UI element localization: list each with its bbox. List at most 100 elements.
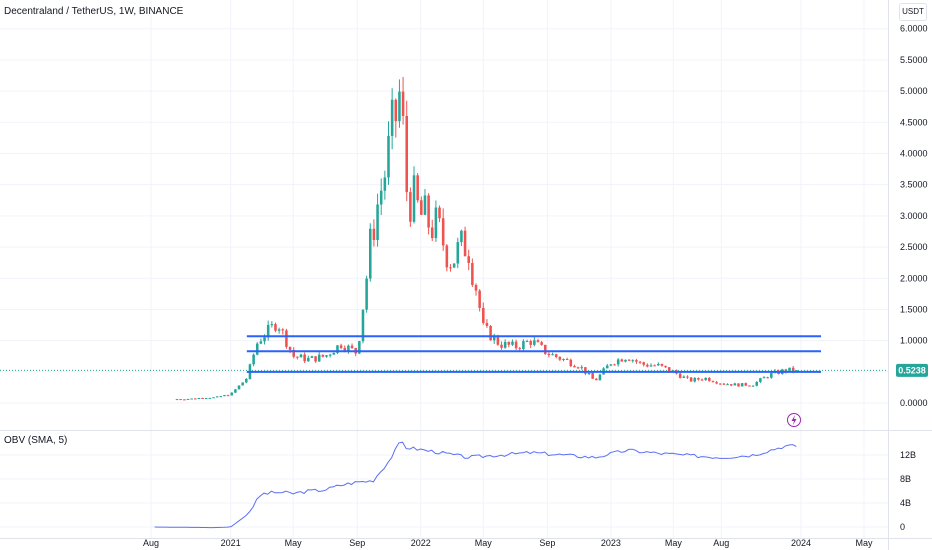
- candle-body: [193, 398, 197, 400]
- candle-body: [587, 373, 591, 375]
- candle-body: [624, 359, 627, 362]
- price-axis-labels: 6.0000 5.5000 5.0000 4.5000 4.0000 3.5000 3.00…: [900, 24, 928, 408]
- candle-body: [759, 378, 762, 382]
- candle-body: [700, 379, 704, 381]
- candle-body: [328, 354, 332, 356]
- candle-body: [525, 341, 529, 343]
- candle-body: [409, 192, 412, 222]
- candle-body: [751, 385, 755, 387]
- price-tick-label: 1.5000: [900, 304, 928, 314]
- obv-tick-label: 0: [900, 522, 905, 532]
- time-tick-label: 2023: [601, 538, 621, 548]
- candle-body: [463, 230, 467, 257]
- candle-body: [394, 99, 398, 122]
- candle-body: [540, 342, 543, 345]
- price-tick-label: 1.0000: [900, 336, 928, 346]
- candle-body: [350, 345, 354, 349]
- obv-tick-label: 8B: [900, 474, 911, 484]
- candle-body: [726, 384, 729, 386]
- candle-body: [649, 365, 653, 367]
- candle-body: [697, 378, 700, 380]
- candle-body: [762, 377, 766, 379]
- price-tick-label: 0.0000: [900, 398, 928, 408]
- candle-body: [616, 359, 620, 365]
- price-tick-label: 2.5000: [900, 242, 928, 252]
- support-resistance-lines[interactable]: [246, 335, 821, 373]
- price-tick-label: 6.0000: [900, 24, 928, 34]
- candle-body: [387, 135, 390, 178]
- candle-body: [325, 355, 328, 357]
- chart-title: Decentraland / TetherUS, 1W, BINANCE: [4, 6, 184, 17]
- obv-grid: [0, 454, 888, 528]
- candle-body: [412, 175, 416, 222]
- candle-body: [460, 230, 463, 243]
- candle-body: [416, 175, 419, 201]
- candle-body: [427, 195, 430, 228]
- candle-body: [296, 356, 299, 358]
- candle-body: [529, 341, 532, 345]
- time-tick-label: 2024: [791, 538, 811, 548]
- last-price-value: 0.5238: [898, 365, 926, 375]
- candle-body: [215, 396, 219, 398]
- candle-body: [230, 392, 234, 396]
- candle-body: [551, 354, 554, 356]
- candle-body: [686, 376, 689, 378]
- time-tick-label: May: [665, 538, 683, 548]
- candle-body: [372, 228, 376, 241]
- candle-body: [482, 307, 485, 323]
- candle-body: [449, 267, 452, 269]
- obv-tick-label: 12B: [900, 450, 916, 460]
- candle-body: [405, 115, 409, 193]
- candle-body: [748, 385, 751, 387]
- candle-body: [197, 397, 201, 399]
- candle-body: [321, 354, 325, 357]
- candle-body: [259, 341, 263, 344]
- candle-body: [434, 207, 438, 239]
- candle-body: [638, 361, 642, 363]
- candle-body: [522, 341, 525, 350]
- candle-body: [595, 378, 598, 381]
- candle-body: [554, 354, 558, 357]
- candle-body: [576, 367, 580, 369]
- candle-body: [317, 354, 321, 362]
- candle-body: [343, 347, 347, 351]
- candle-body: [547, 353, 551, 356]
- candle-body: [565, 359, 569, 361]
- candle-body: [788, 367, 791, 372]
- candle-body: [292, 349, 295, 357]
- candle-body: [212, 397, 215, 399]
- candle-body: [514, 341, 518, 349]
- candle-body: [456, 242, 460, 264]
- lightning-icon[interactable]: [787, 413, 801, 427]
- candle-body: [288, 346, 292, 350]
- candle-body: [420, 200, 423, 215]
- currency-unit-button[interactable]: USDT: [899, 3, 927, 21]
- candle-body: [704, 377, 707, 381]
- candle-body: [379, 190, 383, 205]
- time-tick-label: Sep: [539, 538, 555, 548]
- price-tick-label: 3.0000: [900, 211, 928, 221]
- candle-body: [635, 360, 638, 362]
- candle-body: [365, 278, 368, 310]
- obv-indicator-title[interactable]: OBV (SMA, 5): [4, 435, 67, 446]
- candle-body: [358, 341, 361, 354]
- price-tick-label: 4.0000: [900, 148, 928, 158]
- candle-body: [368, 228, 372, 279]
- candle-body: [770, 373, 773, 378]
- candle-body: [605, 365, 609, 369]
- candle-body: [438, 207, 441, 219]
- candle-body: [733, 383, 737, 386]
- candle-body: [303, 354, 306, 362]
- candle-body: [740, 383, 744, 387]
- candle-body: [646, 364, 649, 367]
- time-tick-label: May: [856, 538, 874, 548]
- candle-body: [744, 383, 748, 386]
- candle-body: [489, 325, 492, 341]
- candle-body: [613, 364, 616, 366]
- candle-body: [492, 336, 496, 341]
- candle-body: [299, 354, 303, 358]
- candle-body: [729, 384, 733, 386]
- candle-body: [543, 344, 547, 354]
- candle-body: [281, 329, 285, 331]
